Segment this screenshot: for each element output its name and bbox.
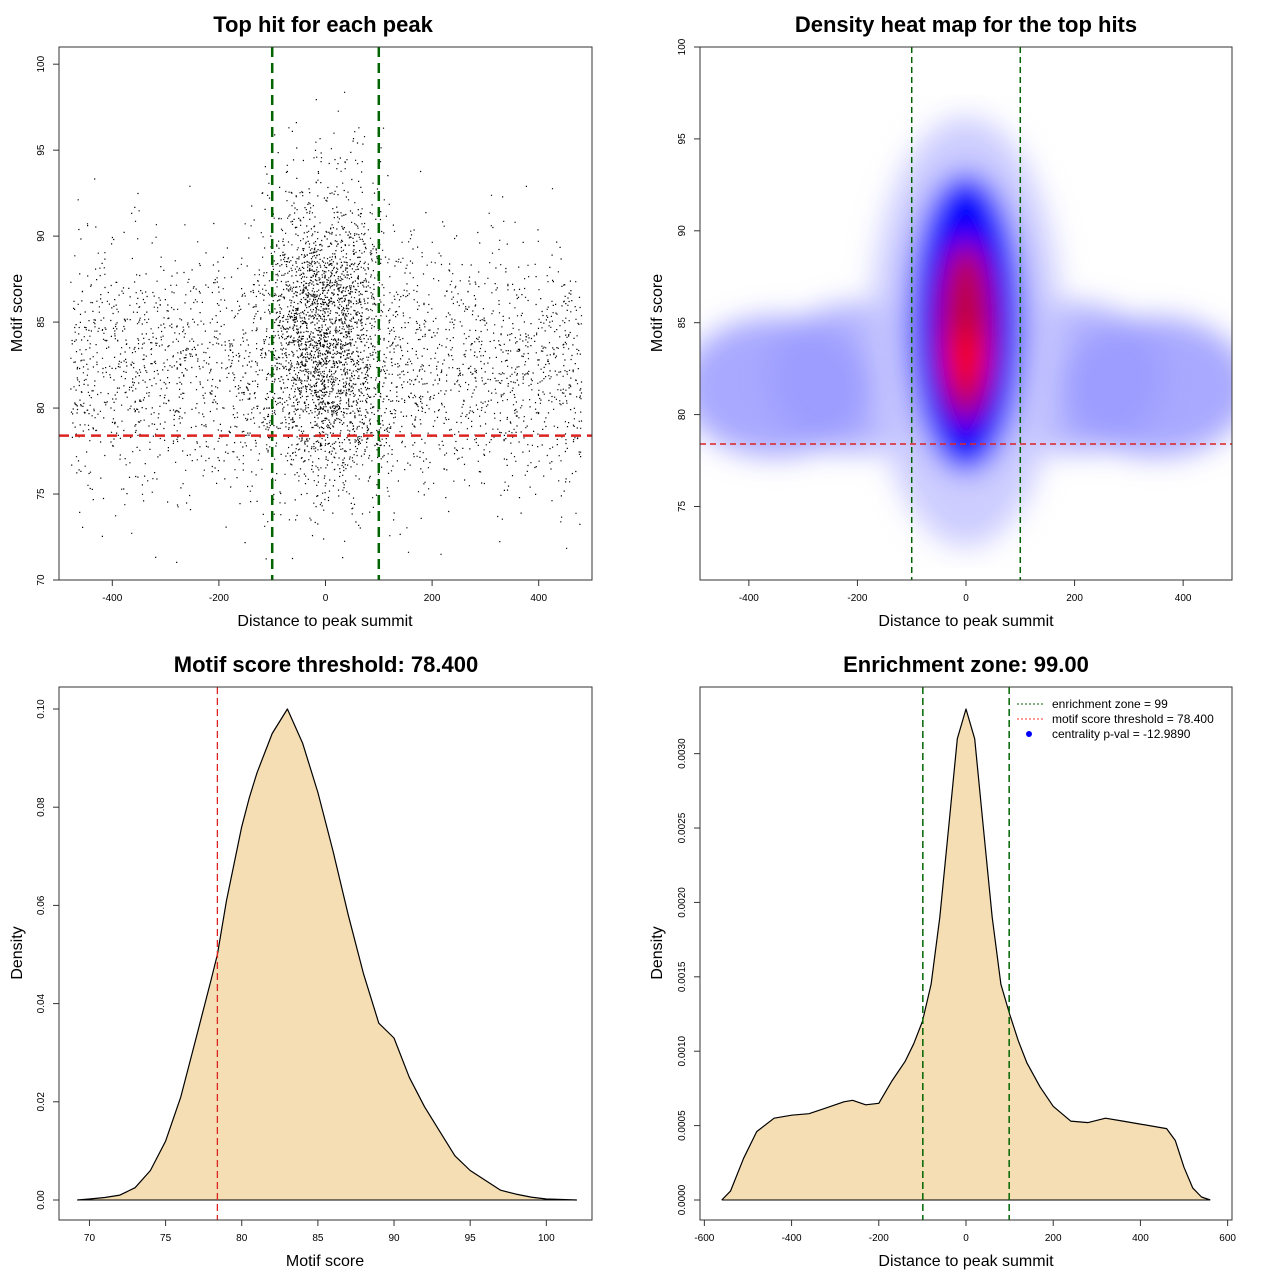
score-y-tick-label: 0.08 <box>36 797 47 817</box>
distance-density-fill <box>721 709 1211 1200</box>
heatmap-title: Density heat map for the top hits <box>795 12 1137 37</box>
distance-density-title: Enrichment zone: 99.00 <box>843 652 1089 677</box>
score-density-title: Motif score threshold: 78.400 <box>174 652 478 677</box>
distance-density-y-label: Density <box>649 926 666 979</box>
score-density-x-label: Motif score <box>286 1253 364 1270</box>
distance-x-tick-label: -600 <box>694 1233 714 1244</box>
heatmap-y-tick-label: 100 <box>677 38 688 55</box>
panel-score-density: Motif score threshold: 78.400 70 75 80 85 90… <box>9 652 593 1270</box>
heatmap-y-label: Motif score <box>649 274 666 352</box>
scatter-y-tick-label: 100 <box>36 55 47 72</box>
heatmap-x-tick-label: -200 <box>847 593 867 604</box>
scatter-y-tick-label: 85 <box>36 316 47 328</box>
distance-x-tick-label: -200 <box>869 1233 889 1244</box>
score-x-tick-label: 75 <box>160 1233 172 1244</box>
score-x-tick-label: 100 <box>538 1233 555 1244</box>
scatter-y-axis: 70 75 80 85 90 95 100 <box>36 55 59 586</box>
score-y-tick-label: 0.06 <box>36 895 47 915</box>
heatmap-y-tick-label: 75 <box>677 500 688 512</box>
scatter-x-tick-label: -400 <box>102 593 122 604</box>
panel-distance-density: Enrichment zone: 99.00 -600 -400 -200 0 200 4… <box>649 652 1236 1270</box>
distance-x-tick-label: 400 <box>1132 1233 1149 1244</box>
scatter-x-tick-label: 200 <box>424 593 441 604</box>
score-y-tick-label: 0.02 <box>36 1092 47 1112</box>
scatter-reference-lines <box>59 47 592 580</box>
distance-density-x-axis: -600 -400 -200 0 200 400 600 <box>694 1220 1236 1244</box>
heatmap-x-tick-label: 200 <box>1066 593 1083 604</box>
distance-y-tick-label: 0.0030 <box>677 738 688 769</box>
distance-x-tick-label: 200 <box>1045 1233 1062 1244</box>
heatmap-y-axis: 75 80 85 90 95 100 <box>677 38 700 512</box>
score-density-y-label: Density <box>9 926 26 979</box>
scatter-y-tick-label: 80 <box>36 402 47 414</box>
scatter-points <box>70 91 583 563</box>
panel-scatter: Top hit for each peak -400 -200 0 200 400 70… <box>9 12 593 630</box>
heatmap-y-tick-label: 95 <box>677 133 688 145</box>
score-x-tick-label: 80 <box>236 1233 248 1244</box>
heatmap-x-tick-label: 0 <box>963 593 969 604</box>
scatter-title: Top hit for each peak <box>213 12 433 37</box>
heatmap-x-axis: -400 -200 0 200 400 <box>739 580 1192 604</box>
legend-pval-dot <box>1026 731 1032 737</box>
score-density-plot <box>77 687 577 1220</box>
scatter-y-tick-label: 75 <box>36 488 47 500</box>
heatmap-y-tick-label: 85 <box>677 317 688 329</box>
distance-y-tick-label: 0.0005 <box>677 1110 688 1141</box>
scatter-x-tick-label: 0 <box>323 593 329 604</box>
distance-x-tick-label: -400 <box>782 1233 802 1244</box>
distance-y-tick-label: 0.0020 <box>677 887 688 918</box>
scatter-x-axis: -400 -200 0 200 400 <box>102 580 547 604</box>
distance-density-legend: enrichment zone = 99 motif score thresho… <box>1017 697 1214 741</box>
heatmap-y-tick-label: 80 <box>677 409 688 421</box>
scatter-x-tick-label: 400 <box>530 593 547 604</box>
score-y-tick-label: 0.00 <box>36 1190 47 1210</box>
legend-threshold-label: motif score threshold = 78.400 <box>1052 712 1214 726</box>
scatter-y-tick-label: 90 <box>36 230 47 242</box>
distance-y-tick-label: 0.0015 <box>677 961 688 992</box>
distance-density-x-label: Distance to peak summit <box>878 1253 1054 1270</box>
heatmap-x-tick-label: -400 <box>739 593 759 604</box>
score-y-tick-label: 0.10 <box>36 699 47 719</box>
score-density-frame <box>58 686 593 1221</box>
distance-x-tick-label: 0 <box>963 1233 969 1244</box>
heatmap-y-tick-label: 90 <box>677 225 688 237</box>
distance-y-tick-label: 0.0025 <box>677 812 688 843</box>
score-density-x-axis: 70 75 80 85 90 95 100 <box>84 1220 555 1244</box>
distance-x-tick-label: 600 <box>1219 1233 1236 1244</box>
distance-y-tick-label: 0.0010 <box>677 1035 688 1066</box>
heatmap-reference-lines <box>700 47 1232 580</box>
score-x-tick-label: 90 <box>388 1233 400 1244</box>
distance-density-y-axis: 0.0000 0.0005 0.0010 0.0015 0.0020 0.0025 0.00… <box>677 738 700 1215</box>
heatmap-density-layer <box>700 116 1232 547</box>
score-x-tick-label: 70 <box>84 1233 96 1244</box>
scatter-x-tick-label: -200 <box>209 593 229 604</box>
legend-pval-label: centrality p-val = -12.9890 <box>1052 727 1191 741</box>
legend-enrichment-label: enrichment zone = 99 <box>1052 697 1168 711</box>
score-density-fill <box>77 709 577 1200</box>
scatter-x-label: Distance to peak summit <box>237 613 413 630</box>
heatmap-clip <box>700 47 1232 580</box>
scatter-point-cloud <box>70 91 583 563</box>
score-x-tick-label: 95 <box>465 1233 477 1244</box>
scatter-y-tick-label: 95 <box>36 144 47 156</box>
distance-density-plot <box>721 687 1211 1220</box>
score-x-tick-label: 85 <box>312 1233 324 1244</box>
heatmap-x-label: Distance to peak summit <box>878 613 1054 630</box>
scatter-y-tick-label: 70 <box>36 574 47 586</box>
distance-y-tick-label: 0.0000 <box>677 1184 688 1215</box>
distance-density-curve <box>721 708 1211 1201</box>
heatmap-x-tick-label: 400 <box>1175 593 1192 604</box>
scatter-y-label: Motif score <box>9 274 26 352</box>
panel-heatmap: Density heat map for the top hits -400 -2… <box>649 12 1233 630</box>
score-density-curve <box>77 708 577 1201</box>
heatmap-peak-density <box>950 329 982 390</box>
score-density-y-axis: 0.00 0.02 0.04 0.06 0.08 0.10 <box>36 699 59 1210</box>
score-y-tick-label: 0.04 <box>36 993 47 1013</box>
